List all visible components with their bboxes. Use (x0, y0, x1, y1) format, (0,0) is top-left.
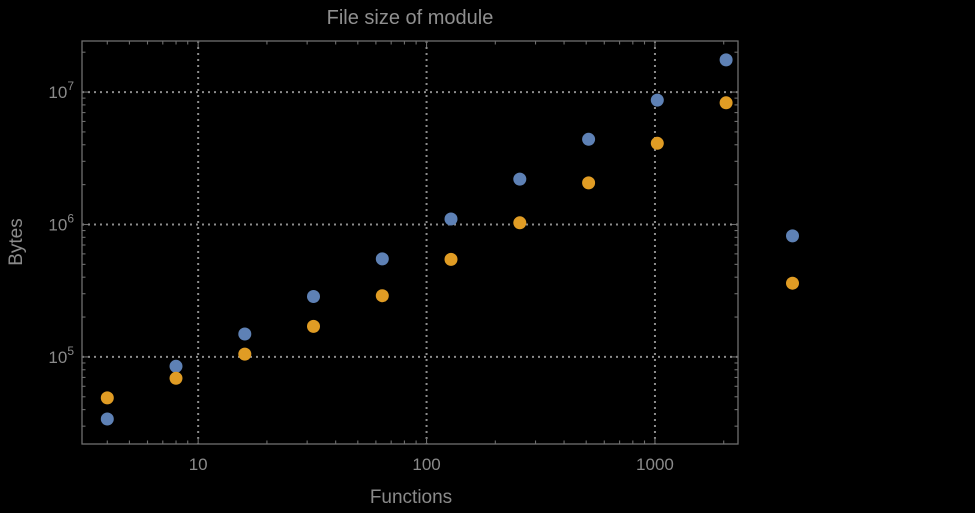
plot-frame (81, 40, 739, 445)
data-point-series-1 (582, 132, 596, 146)
x-tick-labels: 10 100 1000 (189, 455, 674, 474)
data-point-series-2 (375, 289, 389, 303)
data-point-series-2 (444, 252, 458, 266)
data-point-series-2 (238, 347, 252, 361)
y-tick-labels: 105 106 107 (48, 79, 74, 367)
data-points (100, 53, 799, 426)
data-point-series-1 (238, 327, 252, 341)
data-point-series-2 (582, 176, 596, 190)
data-point-series-1 (100, 412, 114, 426)
y-tick-label-10e7: 107 (48, 79, 74, 102)
data-point-series-2 (786, 276, 799, 290)
data-point-series-1 (307, 290, 320, 303)
data-point-series-2 (100, 391, 114, 405)
data-point-series-1 (786, 229, 799, 243)
x-tick-label-10: 10 (189, 455, 208, 474)
chart-title: File size of module (327, 7, 494, 29)
y-axis-label: Bytes (6, 218, 27, 266)
data-point-series-1 (719, 53, 733, 67)
y-tick-label-10e5: 105 (48, 344, 74, 367)
data-point-series-1 (513, 172, 527, 186)
gridlines (82, 41, 738, 444)
data-point-series-1 (375, 252, 389, 266)
data-point-series-2 (650, 136, 664, 150)
x-axis-label: Functions (370, 487, 452, 508)
data-point-series-1 (444, 212, 458, 226)
data-point-series-1 (650, 93, 664, 107)
data-point-series-1 (169, 359, 183, 373)
y-tick-label-10e6: 106 (48, 211, 74, 234)
x-tick-label-1000: 1000 (636, 455, 674, 474)
data-point-series-2 (719, 96, 733, 110)
data-point-series-2 (513, 216, 527, 230)
x-tick-label-100: 100 (412, 455, 440, 474)
data-point-series-2 (307, 319, 320, 333)
axis-ticks (82, 41, 738, 444)
data-point-series-2 (169, 371, 183, 385)
